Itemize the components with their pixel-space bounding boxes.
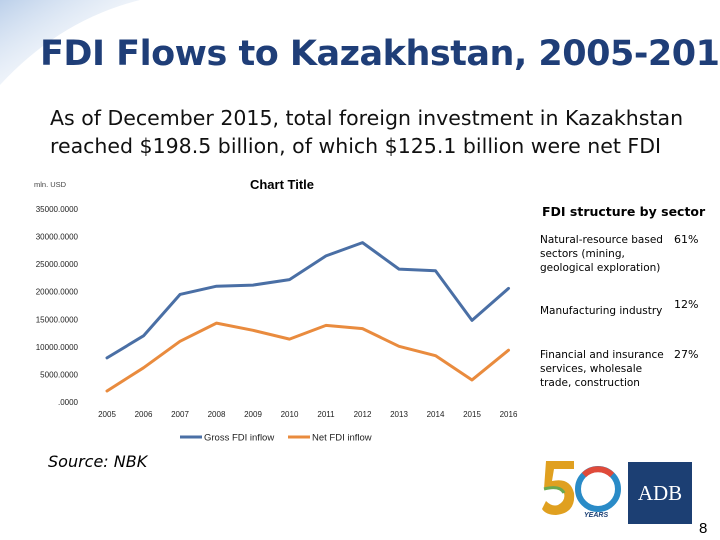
share-natural-resources: 61% (674, 233, 699, 246)
source-note: Source: NBK (48, 452, 148, 471)
anniversary-50-logo: YEARS (542, 461, 621, 519)
page-number: 8 (699, 520, 708, 537)
y-tick-label: 20000.0000 (36, 288, 79, 297)
x-tick-label: 2012 (354, 410, 372, 419)
y-tick-label: 10000.0000 (36, 343, 79, 352)
x-tick-label: 2014 (427, 410, 445, 419)
x-tick-label: 2016 (500, 410, 518, 419)
x-tick-label: 2015 (463, 410, 481, 419)
share-financial: 27% (674, 348, 699, 361)
x-tick-label: 2011 (317, 410, 335, 419)
fdi-line-chart: mln. USD Chart Title 35000.0000 30000.000… (34, 177, 518, 444)
y-tick-label: 25000.0000 (36, 260, 79, 269)
x-tick-label: 2009 (244, 410, 262, 419)
gross-fdi-inflow-line (105, 241, 510, 360)
y-tick-label: 15000.0000 (36, 315, 79, 324)
sector-natural-resources: Natural-resource based sectors (mining, … (540, 234, 663, 274)
fdi-structure-title: FDI structure by sector (542, 204, 706, 219)
corner-decoration (0, 0, 140, 85)
y-tick-label: .0000 (58, 398, 79, 407)
slide-title: FDI Flows to Kazakhstan, 2005-2016 (40, 34, 720, 74)
y-tick-label: 35000.0000 (36, 205, 79, 214)
y-axis-label: mln. USD (34, 180, 67, 189)
x-tick-label: 2008 (208, 410, 226, 419)
chart-title: Chart Title (250, 177, 314, 192)
adb-logo: ADB (628, 462, 692, 524)
sector-financial: Financial and insurance services, wholes… (540, 349, 664, 389)
slide-subtitle: As of December 2015, total foreign inves… (50, 106, 684, 158)
x-tick-label: 2010 (281, 410, 299, 419)
x-tick-label: 2013 (390, 410, 408, 419)
x-tick-label: 2006 (135, 410, 153, 419)
x-tick-label: 2005 (98, 410, 116, 419)
y-tick-label: 5000.0000 (40, 370, 78, 379)
logo50-years-text: YEARS (584, 512, 608, 519)
legend-label: Gross FDI inflow (204, 433, 274, 444)
share-manufacturing: 12% (674, 298, 699, 311)
sector-manufacturing: Manufacturing industry (540, 305, 663, 317)
x-tick-label: 2007 (171, 410, 189, 419)
net-fdi-inflow-line (105, 321, 510, 393)
legend-label: Net FDI inflow (312, 433, 372, 444)
y-tick-label: 30000.0000 (36, 233, 79, 242)
adb-logo-text: ADB (637, 481, 683, 505)
